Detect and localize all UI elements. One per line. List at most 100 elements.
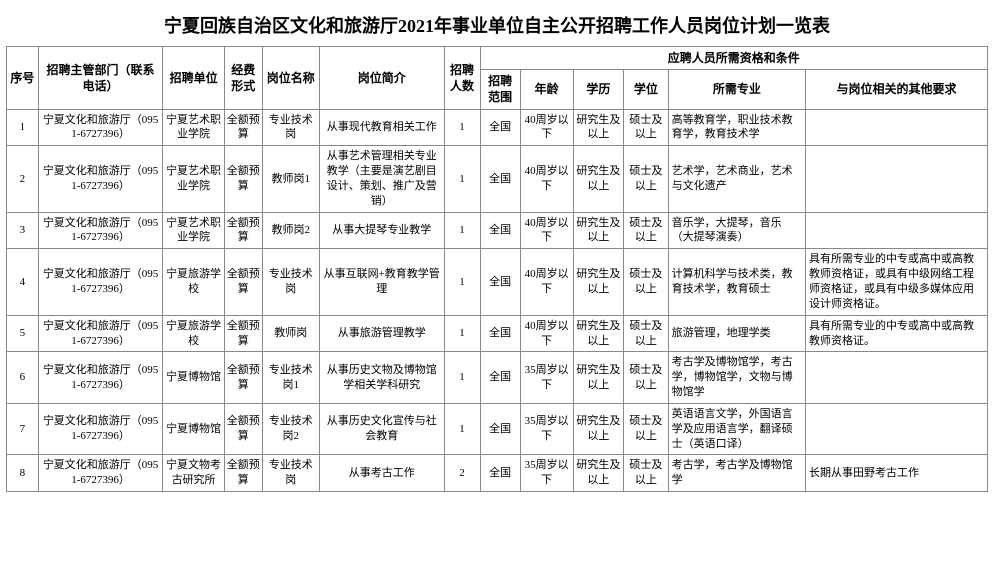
cell-postname: 教师岗2 xyxy=(262,212,319,249)
cell-unit: 宁夏艺术职业学院 xyxy=(163,212,224,249)
cell-other xyxy=(806,109,988,146)
cell-fund: 全额预算 xyxy=(224,315,262,352)
cell-other: 具有所需专业的中专或高中或高教教师资格证。 xyxy=(806,315,988,352)
cell-seq: 1 xyxy=(7,109,39,146)
cell-dept: 宁夏文化和旅游厅（0951-6727396） xyxy=(38,249,163,315)
cell-edu: 研究生及以上 xyxy=(573,455,624,492)
cell-scope: 全国 xyxy=(480,249,520,315)
cell-age: 40周岁以下 xyxy=(520,146,573,212)
cell-scope: 全国 xyxy=(480,212,520,249)
cell-major: 考古学及博物馆学，考古学，博物馆学，文物与博物馆学 xyxy=(668,352,805,404)
cell-dept: 宁夏文化和旅游厅（0951-6727396） xyxy=(38,352,163,404)
col-postname: 岗位名称 xyxy=(262,47,319,110)
col-quals-group: 应聘人员所需资格和条件 xyxy=(480,47,988,70)
cell-count: 1 xyxy=(444,109,480,146)
cell-dept: 宁夏文化和旅游厅（0951-6727396） xyxy=(38,403,163,455)
cell-postdesc: 从事大提琴专业教学 xyxy=(319,212,444,249)
col-unit: 招聘单位 xyxy=(163,47,224,110)
cell-count: 1 xyxy=(444,315,480,352)
cell-edu: 研究生及以上 xyxy=(573,315,624,352)
cell-unit: 宁夏艺术职业学院 xyxy=(163,146,224,212)
col-seq: 序号 xyxy=(7,47,39,110)
table-row: 3宁夏文化和旅游厅（0951-6727396）宁夏艺术职业学院全额预算教师岗2从… xyxy=(7,212,988,249)
col-degree: 学位 xyxy=(624,70,668,109)
cell-degree: 硕士及以上 xyxy=(624,109,668,146)
cell-seq: 2 xyxy=(7,146,39,212)
cell-edu: 研究生及以上 xyxy=(573,403,624,455)
cell-edu: 研究生及以上 xyxy=(573,109,624,146)
cell-age: 40周岁以下 xyxy=(520,315,573,352)
cell-edu: 研究生及以上 xyxy=(573,146,624,212)
cell-unit: 宁夏艺术职业学院 xyxy=(163,109,224,146)
cell-postdesc: 从事历史文物及博物馆学相关学科研究 xyxy=(319,352,444,404)
cell-postdesc: 从事考古工作 xyxy=(319,455,444,492)
cell-seq: 4 xyxy=(7,249,39,315)
cell-unit: 宁夏旅游学校 xyxy=(163,249,224,315)
cell-postname: 专业技术岗1 xyxy=(262,352,319,404)
cell-dept: 宁夏文化和旅游厅（0951-6727396） xyxy=(38,109,163,146)
col-age: 年龄 xyxy=(520,70,573,109)
cell-age: 35周岁以下 xyxy=(520,403,573,455)
page-title: 宁夏回族自治区文化和旅游厅2021年事业单位自主公开招聘工作人员岗位计划一览表 xyxy=(6,6,988,46)
cell-postname: 教师岗 xyxy=(262,315,319,352)
cell-edu: 研究生及以上 xyxy=(573,352,624,404)
cell-edu: 研究生及以上 xyxy=(573,249,624,315)
cell-age: 40周岁以下 xyxy=(520,212,573,249)
cell-postname: 专业技术岗 xyxy=(262,249,319,315)
table-row: 5宁夏文化和旅游厅（0951-6727396）宁夏旅游学校全额预算教师岗从事旅游… xyxy=(7,315,988,352)
cell-scope: 全国 xyxy=(480,109,520,146)
cell-seq: 8 xyxy=(7,455,39,492)
table-row: 8宁夏文化和旅游厅（0951-6727396）宁夏文物考古研究所全额预算专业技术… xyxy=(7,455,988,492)
cell-seq: 5 xyxy=(7,315,39,352)
cell-seq: 6 xyxy=(7,352,39,404)
cell-fund: 全额预算 xyxy=(224,403,262,455)
cell-degree: 硕士及以上 xyxy=(624,146,668,212)
cell-dept: 宁夏文化和旅游厅（0951-6727396） xyxy=(38,455,163,492)
cell-other xyxy=(806,403,988,455)
cell-scope: 全国 xyxy=(480,315,520,352)
col-major: 所需专业 xyxy=(668,70,805,109)
cell-postdesc: 从事历史文化宣传与社会教育 xyxy=(319,403,444,455)
cell-unit: 宁夏旅游学校 xyxy=(163,315,224,352)
cell-major: 计算机科学与技术类，教育技术学，教育硕士 xyxy=(668,249,805,315)
col-dept: 招聘主管部门（联系电话） xyxy=(38,47,163,110)
cell-postdesc: 从事现代教育相关工作 xyxy=(319,109,444,146)
cell-other xyxy=(806,146,988,212)
cell-dept: 宁夏文化和旅游厅（0951-6727396） xyxy=(38,212,163,249)
cell-fund: 全额预算 xyxy=(224,146,262,212)
cell-major: 艺术学，艺术商业，艺术与文化遗产 xyxy=(668,146,805,212)
cell-postdesc: 从事互联网+教育教学管理 xyxy=(319,249,444,315)
cell-degree: 硕士及以上 xyxy=(624,315,668,352)
col-other: 与岗位相关的其他要求 xyxy=(806,70,988,109)
cell-count: 2 xyxy=(444,455,480,492)
cell-other: 长期从事田野考古工作 xyxy=(806,455,988,492)
cell-seq: 7 xyxy=(7,403,39,455)
cell-major: 高等教育学，职业技术教育学，教育技术学 xyxy=(668,109,805,146)
cell-degree: 硕士及以上 xyxy=(624,455,668,492)
cell-fund: 全额预算 xyxy=(224,212,262,249)
cell-age: 40周岁以下 xyxy=(520,249,573,315)
cell-scope: 全国 xyxy=(480,352,520,404)
cell-unit: 宁夏博物馆 xyxy=(163,403,224,455)
cell-postname: 专业技术岗 xyxy=(262,455,319,492)
cell-other: 具有所需专业的中专或高中或高教教师资格证，或具有中级网络工程师资格证，或具有中级… xyxy=(806,249,988,315)
cell-postdesc: 从事旅游管理教学 xyxy=(319,315,444,352)
header-row-1: 序号 招聘主管部门（联系电话） 招聘单位 经费形式 岗位名称 岗位简介 招聘人数… xyxy=(7,47,988,70)
cell-edu: 研究生及以上 xyxy=(573,212,624,249)
cell-scope: 全国 xyxy=(480,146,520,212)
cell-postname: 教师岗1 xyxy=(262,146,319,212)
cell-seq: 3 xyxy=(7,212,39,249)
table-row: 4宁夏文化和旅游厅（0951-6727396）宁夏旅游学校全额预算专业技术岗从事… xyxy=(7,249,988,315)
table-row: 6宁夏文化和旅游厅（0951-6727396）宁夏博物馆全额预算专业技术岗1从事… xyxy=(7,352,988,404)
col-edu: 学历 xyxy=(573,70,624,109)
table-row: 7宁夏文化和旅游厅（0951-6727396）宁夏博物馆全额预算专业技术岗2从事… xyxy=(7,403,988,455)
cell-major: 旅游管理，地理学类 xyxy=(668,315,805,352)
cell-count: 1 xyxy=(444,403,480,455)
cell-other xyxy=(806,212,988,249)
cell-fund: 全额预算 xyxy=(224,455,262,492)
cell-major: 考古学，考古学及博物馆学 xyxy=(668,455,805,492)
cell-scope: 全国 xyxy=(480,403,520,455)
cell-degree: 硕士及以上 xyxy=(624,212,668,249)
cell-count: 1 xyxy=(444,249,480,315)
cell-age: 35周岁以下 xyxy=(520,352,573,404)
